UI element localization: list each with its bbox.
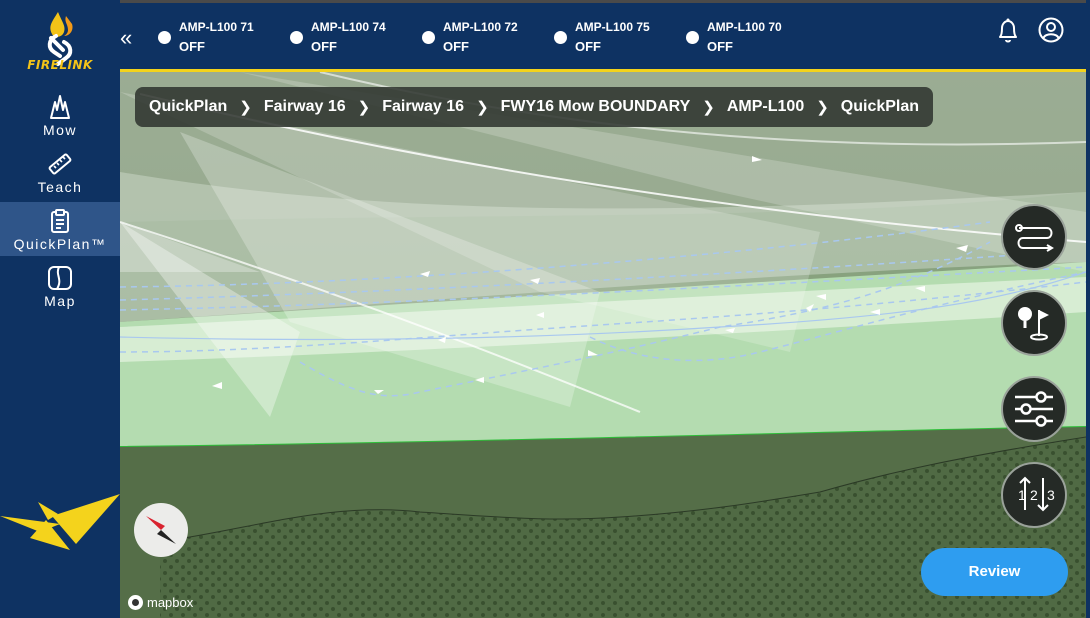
map-icon: [48, 266, 72, 290]
breadcrumb-item[interactable]: FWY16 Mow BOUNDARY: [500, 98, 691, 115]
review-button[interactable]: Review: [921, 548, 1068, 596]
course-map-canvas[interactable]: [120, 72, 1086, 618]
status-dot-icon: [422, 31, 435, 44]
compass-button[interactable]: [134, 503, 188, 557]
breadcrumb-item[interactable]: AMP-L100: [726, 98, 805, 115]
robot-status: OFF: [443, 39, 469, 54]
status-dot-icon: [158, 31, 171, 44]
firelink-logo: [47, 12, 73, 66]
topbar-accent-line: [120, 69, 1086, 72]
status-dot-icon: [290, 31, 303, 44]
robot-status: OFF: [179, 39, 205, 54]
sidebar-item-label: Mow: [42, 122, 78, 138]
chevron-right-icon: ❯: [239, 99, 252, 116]
route-button[interactable]: [1001, 204, 1067, 270]
robot-name: AMP-L100 71: [179, 20, 254, 34]
sort-digit: 2: [1030, 487, 1038, 503]
breadcrumb-item[interactable]: Fairway 16: [382, 98, 465, 115]
ruler-icon: [48, 153, 72, 175]
sidebar: FIRELINK Mow Teach QuickPlan™ Map: [0, 0, 120, 618]
robot-name: AMP-L100 72: [443, 20, 518, 34]
sliders-icon: [1015, 391, 1053, 427]
sort-order-icon: 1 2 3: [1018, 476, 1055, 512]
collapse-sidebar-button[interactable]: «: [120, 25, 133, 50]
chevron-right-icon: ❯: [702, 99, 715, 116]
sidebar-item-label: Teach: [37, 179, 83, 195]
user-account-icon[interactable]: [1038, 17, 1064, 43]
clipboard-icon: [51, 209, 69, 233]
sort-order-button[interactable]: 1 2 3: [1001, 462, 1067, 528]
grass-icon: [50, 95, 70, 119]
chevron-right-icon: ❯: [476, 99, 489, 116]
robot-status: OFF: [575, 39, 601, 54]
brand-bird-icon: [0, 494, 120, 550]
golf-flag-icon: [1018, 307, 1049, 341]
right-edge-border: [1086, 0, 1090, 618]
map-view[interactable]: QuickPlan ❯ Fairway 16 ❯ Fairway 16 ❯ FW…: [120, 72, 1086, 618]
sort-digit: 1: [1018, 487, 1026, 503]
status-dot-icon: [686, 31, 699, 44]
sidebar-item-teach[interactable]: Teach: [0, 145, 120, 199]
mapbox-attribution[interactable]: mapbox: [128, 593, 193, 611]
sidebar-item-label: QuickPlan™: [13, 236, 107, 252]
route-icon: [1015, 224, 1054, 252]
sort-digit: 3: [1047, 487, 1055, 503]
sidebar-item-mow[interactable]: Mow: [0, 88, 120, 142]
breadcrumb: QuickPlan ❯ Fairway 16 ❯ Fairway 16 ❯ FW…: [135, 87, 934, 127]
compass-icon: [146, 516, 176, 544]
sidebar-item-quickplan[interactable]: QuickPlan™: [0, 202, 120, 256]
sidebar-item-label: Map: [44, 293, 76, 309]
breadcrumb-item-current: QuickPlan: [840, 98, 920, 115]
robot-name: AMP-L100 74: [311, 20, 386, 34]
robot-status: OFF: [311, 39, 337, 54]
robot-status-bar: « AMP-L100 71 OFF AMP-L100 74 OFF AMP-L1…: [120, 0, 1090, 70]
sidebar-item-map[interactable]: Map: [0, 259, 120, 313]
robot-name: AMP-L100 75: [575, 20, 650, 34]
mapbox-logo-icon: [128, 594, 143, 610]
breadcrumb-item[interactable]: QuickPlan: [149, 98, 228, 115]
golf-course-button[interactable]: [1001, 290, 1067, 356]
settings-sliders-button[interactable]: [1001, 376, 1067, 442]
bell-icon[interactable]: [996, 17, 1020, 45]
mapbox-label: mapbox: [147, 594, 194, 610]
robot-name: AMP-L100 70: [707, 20, 782, 34]
chevron-right-icon: ❯: [357, 99, 371, 116]
status-dot-icon: [554, 31, 567, 44]
chevron-right-icon: ❯: [816, 99, 829, 116]
breadcrumb-item[interactable]: Fairway 16: [263, 98, 346, 115]
logo-text: FIRELINK: [27, 58, 93, 72]
robot-status: OFF: [707, 39, 733, 54]
